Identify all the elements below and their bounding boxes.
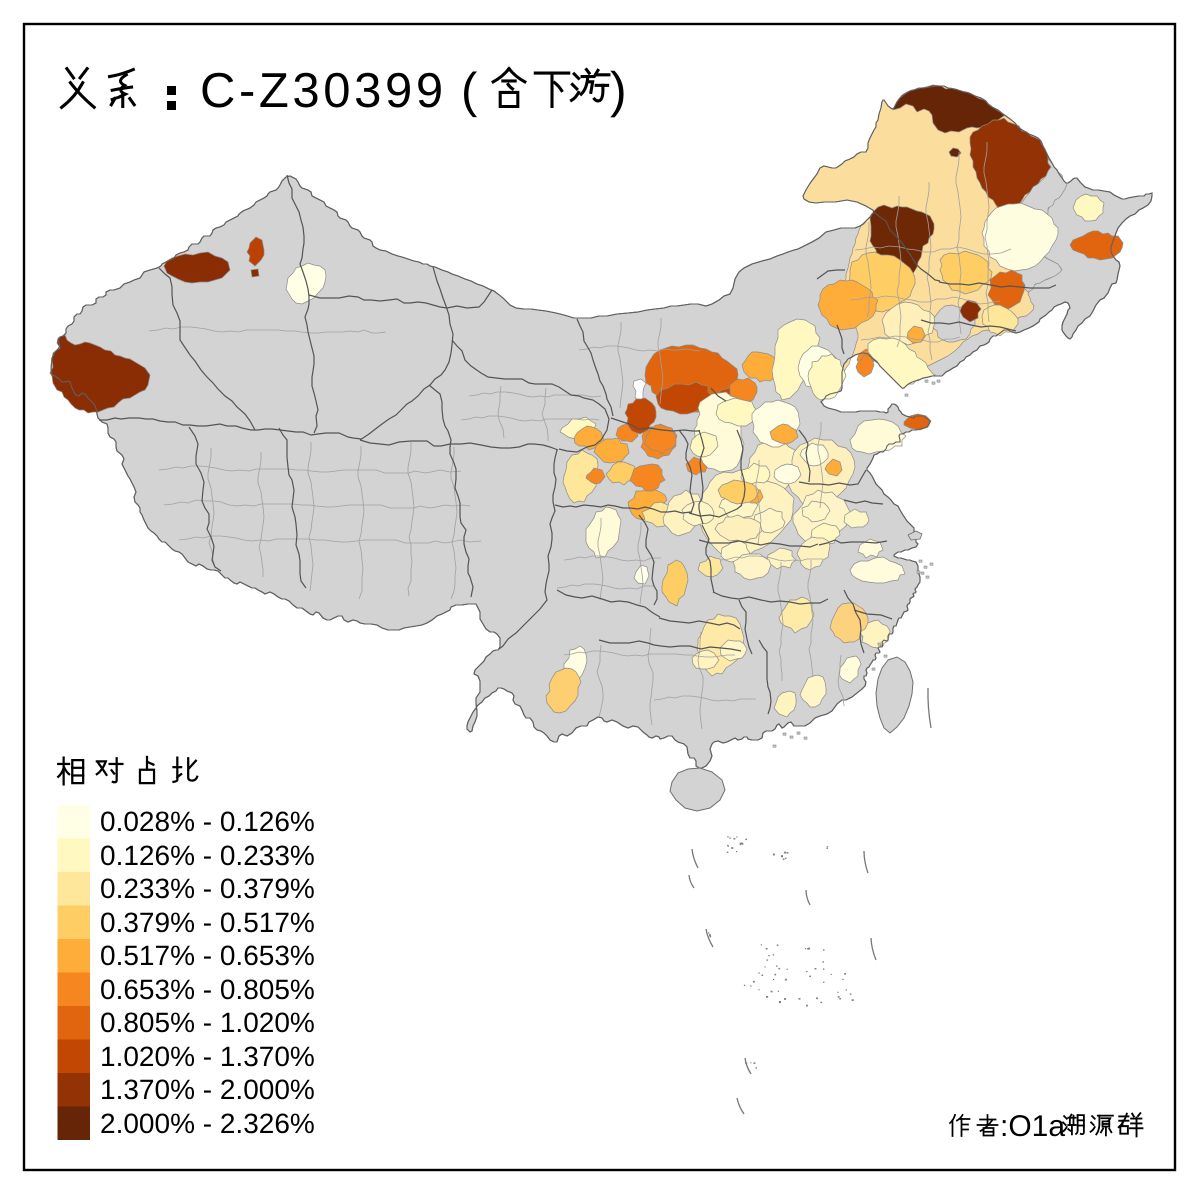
svg-text:2.000% - 2.326%: 2.000% - 2.326% xyxy=(100,1108,315,1139)
svg-text:C-Z30399: C-Z30399 xyxy=(200,64,447,118)
svg-text:0.653% - 0.805%: 0.653% - 0.805% xyxy=(100,974,315,1005)
svg-text:(: ( xyxy=(461,64,478,118)
svg-text:1.370% - 2.000%: 1.370% - 2.000% xyxy=(100,1074,315,1105)
svg-text:0.126% - 0.233%: 0.126% - 0.233% xyxy=(100,840,315,871)
svg-text:0.028% - 0.126%: 0.028% - 0.126% xyxy=(100,806,315,837)
svg-text:1.020% - 1.370%: 1.020% - 1.370% xyxy=(100,1041,315,1072)
svg-text:0.517% - 0.653%: 0.517% - 0.653% xyxy=(100,940,315,971)
svg-text:): ) xyxy=(610,62,627,118)
svg-text::O1a: :O1a xyxy=(1000,1110,1065,1143)
svg-text:0.379% - 0.517%: 0.379% - 0.517% xyxy=(100,907,315,938)
svg-text:0.233% - 0.379%: 0.233% - 0.379% xyxy=(100,873,315,904)
svg-text:0.805% - 1.020%: 0.805% - 1.020% xyxy=(100,1007,315,1038)
